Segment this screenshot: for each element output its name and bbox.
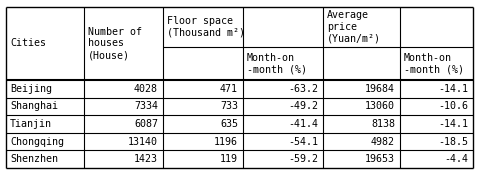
- Text: Beijing: Beijing: [10, 84, 52, 94]
- Text: Month-on
-month (%): Month-on -month (%): [247, 53, 307, 74]
- Text: 4982: 4982: [371, 137, 395, 147]
- Text: 119: 119: [220, 154, 238, 164]
- Text: -4.4: -4.4: [444, 154, 468, 164]
- Text: Shenzhen: Shenzhen: [10, 154, 58, 164]
- Text: -54.1: -54.1: [288, 137, 318, 147]
- Text: 13060: 13060: [365, 101, 395, 111]
- Text: -14.1: -14.1: [438, 119, 468, 129]
- Text: Chongqing: Chongqing: [10, 137, 64, 147]
- Text: -59.2: -59.2: [288, 154, 318, 164]
- Text: Average
price
(Yuan/m²): Average price (Yuan/m²): [327, 10, 381, 44]
- Text: Cities: Cities: [10, 39, 46, 48]
- Text: 19653: 19653: [365, 154, 395, 164]
- Text: Shanghai: Shanghai: [10, 101, 58, 111]
- Text: -10.6: -10.6: [438, 101, 468, 111]
- Text: 733: 733: [220, 101, 238, 111]
- Text: 7334: 7334: [134, 101, 158, 111]
- Text: 1423: 1423: [134, 154, 158, 164]
- Text: -14.1: -14.1: [438, 84, 468, 94]
- Text: 13140: 13140: [128, 137, 158, 147]
- Text: Floor space
(Thousand m²): Floor space (Thousand m²): [167, 16, 245, 38]
- Text: 471: 471: [220, 84, 238, 94]
- Text: 6087: 6087: [134, 119, 158, 129]
- Text: -41.4: -41.4: [288, 119, 318, 129]
- Text: Number of
houses
(House): Number of houses (House): [88, 27, 142, 60]
- Text: 8138: 8138: [371, 119, 395, 129]
- Text: 1196: 1196: [214, 137, 238, 147]
- Text: 4028: 4028: [134, 84, 158, 94]
- Text: Month-on
-month (%): Month-on -month (%): [404, 53, 464, 74]
- Text: -49.2: -49.2: [288, 101, 318, 111]
- Text: -63.2: -63.2: [288, 84, 318, 94]
- Text: Tianjin: Tianjin: [10, 119, 52, 129]
- Text: 19684: 19684: [365, 84, 395, 94]
- Text: 635: 635: [220, 119, 238, 129]
- Text: -18.5: -18.5: [438, 137, 468, 147]
